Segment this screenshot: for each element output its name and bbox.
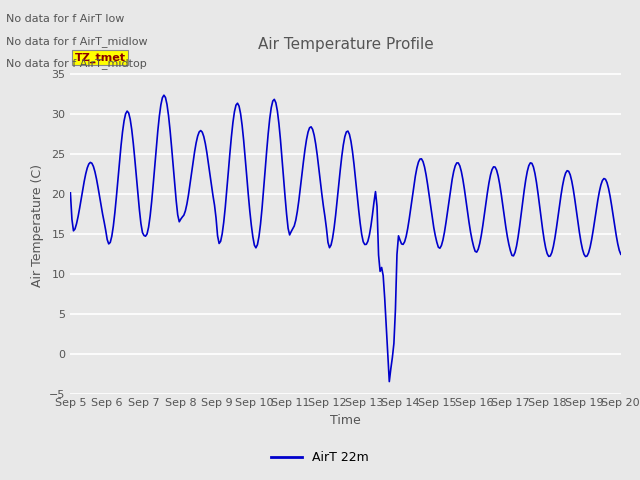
Title: Air Temperature Profile: Air Temperature Profile	[258, 37, 433, 52]
Text: TZ_tmet: TZ_tmet	[75, 52, 125, 63]
Text: No data for f AirT_midtop: No data for f AirT_midtop	[6, 58, 147, 69]
Text: No data for f AirT low: No data for f AirT low	[6, 14, 125, 24]
Text: No data for f AirT_midlow: No data for f AirT_midlow	[6, 36, 148, 47]
X-axis label: Time: Time	[330, 414, 361, 427]
Legend: AirT 22m: AirT 22m	[266, 446, 374, 469]
Y-axis label: Air Temperature (C): Air Temperature (C)	[31, 164, 44, 287]
